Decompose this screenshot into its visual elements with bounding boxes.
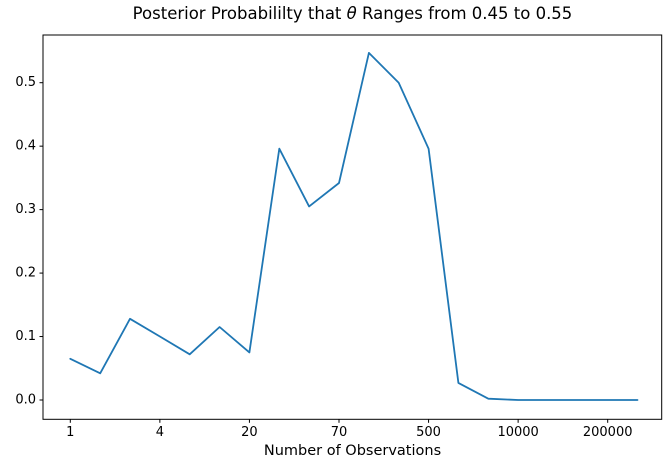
x-tick-label: 1 (66, 425, 74, 440)
y-tick-label: 0.3 (15, 202, 36, 217)
axes-frame (42, 34, 663, 420)
x-axis-label: Number of Observations (263, 443, 442, 459)
chart-title: Posterior Probabililty that θ Ranges fro… (43, 4, 662, 23)
y-tick-label: 0.1 (15, 329, 36, 344)
x-tick-label: 4 (156, 425, 164, 440)
x-tick-label: 200000 (583, 425, 633, 440)
posterior-probability-line (69, 52, 639, 401)
theta-symbol: θ (346, 4, 357, 23)
y-tick-label: 0.0 (15, 393, 36, 408)
x-tick-label: 70 (331, 425, 348, 440)
x-tick-label: 20 (241, 425, 258, 440)
x-tick-label: 10000 (497, 425, 538, 440)
y-tick-label: 0.2 (15, 266, 36, 281)
chart-title-suffix: Ranges from 0.45 to 0.55 (356, 4, 573, 23)
y-tick-label: 0.4 (15, 139, 36, 154)
chart-title-prefix: Posterior Probabililty that (132, 4, 347, 23)
x-tick-label: 500 (416, 425, 441, 440)
y-tick-label: 0.5 (15, 75, 36, 90)
